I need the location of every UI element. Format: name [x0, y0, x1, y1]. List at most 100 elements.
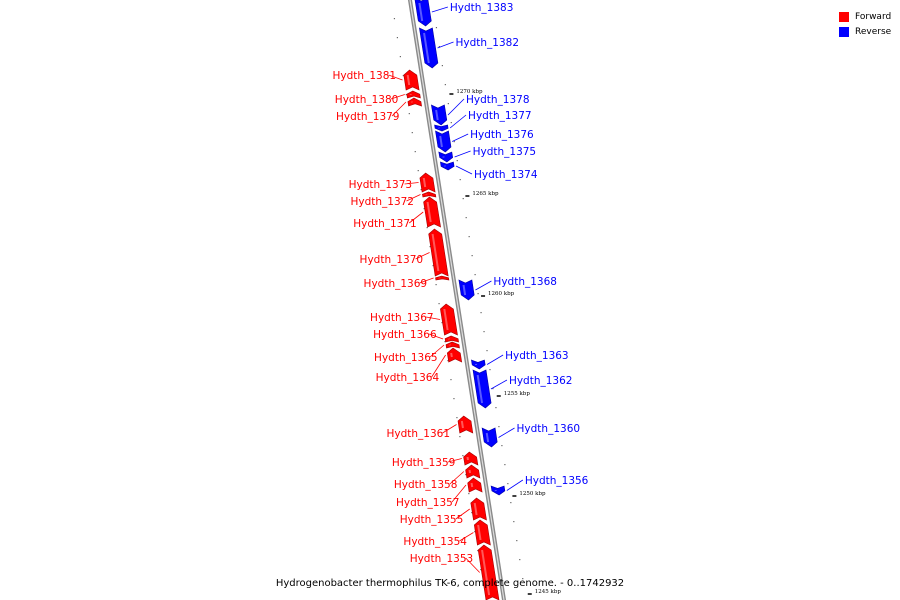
- gene-block-hydth-1357[interactable]: [467, 477, 483, 493]
- gene-block-hydth-1370[interactable]: [428, 228, 449, 277]
- position-dot: [441, 65, 443, 67]
- gene-block-hydth-1372[interactable]: [422, 191, 437, 198]
- gene-leader-line: [506, 479, 524, 491]
- gene-block-hydth-1354[interactable]: [473, 519, 491, 546]
- gene-block-highlight: [476, 374, 484, 404]
- position-dot: [420, 189, 422, 191]
- gene-label-hydth-1364[interactable]: Hydth_1364: [376, 372, 440, 384]
- gene-label-hydth-1382[interactable]: Hydth_1382: [456, 37, 520, 49]
- gene-block-hydth-1364[interactable]: [446, 347, 463, 363]
- gene-block-hydth-1358[interactable]: [465, 464, 481, 479]
- position-dots: [393, 18, 524, 580]
- gene-block-highlight: [439, 135, 443, 148]
- gene-label-hydth-1368[interactable]: Hydth_1368: [493, 276, 557, 288]
- gene-label-hydth-1360[interactable]: Hydth_1360: [517, 423, 581, 435]
- gene-label-hydth-1377[interactable]: Hydth_1377: [468, 110, 532, 122]
- position-dot: [507, 483, 509, 485]
- gene-label-hydth-1380[interactable]: Hydth_1380: [335, 94, 399, 106]
- gene-block-hydth-1375[interactable]: [438, 151, 454, 163]
- map-caption: Hydrogenobacter thermophilus TK-6, compl…: [275, 578, 625, 589]
- gene-leader-line: [447, 98, 465, 116]
- gene-block-hydth-1371[interactable]: [423, 196, 441, 228]
- gene-label-hydth-1353[interactable]: Hydth_1353: [410, 553, 474, 565]
- gene-label-hydth-1381[interactable]: Hydth_1381: [333, 70, 397, 82]
- position-dot: [501, 445, 503, 447]
- gene-block-hydth-1356[interactable]: [490, 485, 506, 496]
- gene-block-highlight: [460, 420, 464, 429]
- scale-tick-label: 1250 kbp: [519, 491, 546, 497]
- gene-block-hydth-1353[interactable]: [477, 544, 500, 600]
- gene-block-hydth-1359[interactable]: [463, 451, 479, 466]
- gene-block-hydth-1382[interactable]: [419, 27, 439, 69]
- position-dot: [480, 569, 482, 571]
- gene-block-hydth-1379[interactable]: [407, 97, 422, 107]
- scale-tick-label: 1265 kbp: [472, 191, 499, 197]
- gene-leader-line: [419, 277, 434, 284]
- gene-label-hydth-1376[interactable]: Hydth_1376: [470, 129, 534, 141]
- gene-block-highlight: [473, 502, 478, 516]
- gene-label-hydth-1370[interactable]: Hydth_1370: [360, 254, 424, 266]
- gene-block-hydth-1366[interactable]: [444, 335, 459, 343]
- gene-leader-line: [455, 508, 470, 520]
- gene-block-hydth-1373[interactable]: [419, 172, 436, 193]
- position-dot: [393, 18, 396, 20]
- gene-label-hydth-1358[interactable]: Hydth_1358: [394, 479, 458, 491]
- position-dot: [465, 217, 467, 219]
- gene-label-hydth-1373[interactable]: Hydth_1373: [349, 179, 413, 191]
- position-dot: [510, 502, 512, 504]
- gene-block-hydth-1380[interactable]: [406, 90, 421, 99]
- gene-label-hydth-1355[interactable]: Hydth_1355: [400, 514, 464, 526]
- position-dot: [399, 56, 401, 58]
- gene-label-hydth-1379[interactable]: Hydth_1379: [336, 111, 400, 123]
- gene-leader-line: [465, 557, 480, 573]
- gene-block-hydth-1376[interactable]: [435, 130, 452, 153]
- gene-label-hydth-1378[interactable]: Hydth_1378: [466, 94, 530, 106]
- gene-block-hydth-1355[interactable]: [470, 497, 487, 521]
- position-dot: [474, 531, 476, 533]
- gene-label-hydth-1357[interactable]: Hydth_1357: [396, 497, 460, 509]
- gene-leader-line: [408, 211, 424, 224]
- gene-label-hydth-1369[interactable]: Hydth_1369: [364, 278, 428, 290]
- legend-item-reverse: Reverse: [839, 24, 891, 39]
- gene-label-hydth-1356[interactable]: Hydth_1356: [525, 475, 589, 487]
- gene-block-hydth-1381[interactable]: [403, 69, 420, 91]
- gene-label-hydth-1367[interactable]: Hydth_1367: [370, 312, 434, 324]
- gene-label-hydth-1361[interactable]: Hydth_1361: [387, 428, 451, 440]
- gene-label-hydth-1354[interactable]: Hydth_1354: [403, 536, 467, 548]
- gene-block-highlight: [422, 177, 427, 188]
- gene-block-hydth-1369[interactable]: [435, 275, 450, 281]
- gene-label-hydth-1372[interactable]: Hydth_1372: [350, 196, 414, 208]
- gene-block-hydth-1368[interactable]: [458, 279, 475, 301]
- gene-block-highlight: [477, 524, 482, 541]
- position-dot: [429, 246, 431, 248]
- gene-leader-line: [429, 344, 445, 358]
- gene-label-hydth-1362[interactable]: Hydth_1362: [509, 375, 573, 387]
- gene-label-hydth-1374[interactable]: Hydth_1374: [474, 169, 538, 181]
- gene-label-hydth-1359[interactable]: Hydth_1359: [392, 457, 456, 469]
- gene-leader-line: [437, 41, 454, 49]
- gene-block-hydth-1378[interactable]: [431, 104, 448, 126]
- position-dot: [405, 94, 407, 96]
- gene-block-hydth-1362[interactable]: [472, 369, 492, 409]
- gene-label-hydth-1365[interactable]: Hydth_1365: [374, 352, 438, 364]
- gene-block-hydth-1360[interactable]: [481, 427, 498, 448]
- gene-label-hydth-1375[interactable]: Hydth_1375: [473, 146, 537, 158]
- gene-leader-line: [449, 471, 465, 485]
- gene-block-hydth-1377[interactable]: [434, 124, 449, 132]
- gene-label-hydth-1366[interactable]: Hydth_1366: [373, 329, 437, 341]
- position-dot: [396, 37, 398, 39]
- position-dot: [477, 293, 479, 295]
- gene-label-hydth-1371[interactable]: Hydth_1371: [353, 218, 417, 230]
- gene-block-hydth-1367[interactable]: [440, 303, 458, 336]
- gene-label-hydth-1383[interactable]: Hydth_1383: [450, 2, 514, 14]
- gene-block-hydth-1365[interactable]: [445, 341, 460, 349]
- gene-label-hydth-1363[interactable]: Hydth_1363: [505, 350, 569, 362]
- gene-block-hydth-1383[interactable]: [414, 0, 432, 27]
- gene-block-hydth-1361[interactable]: [457, 415, 474, 434]
- gene-block-hydth-1363[interactable]: [471, 359, 486, 370]
- position-dot: [444, 84, 446, 86]
- position-dot: [453, 141, 455, 143]
- position-dot: [483, 331, 485, 333]
- gene-block-hydth-1374[interactable]: [440, 161, 455, 171]
